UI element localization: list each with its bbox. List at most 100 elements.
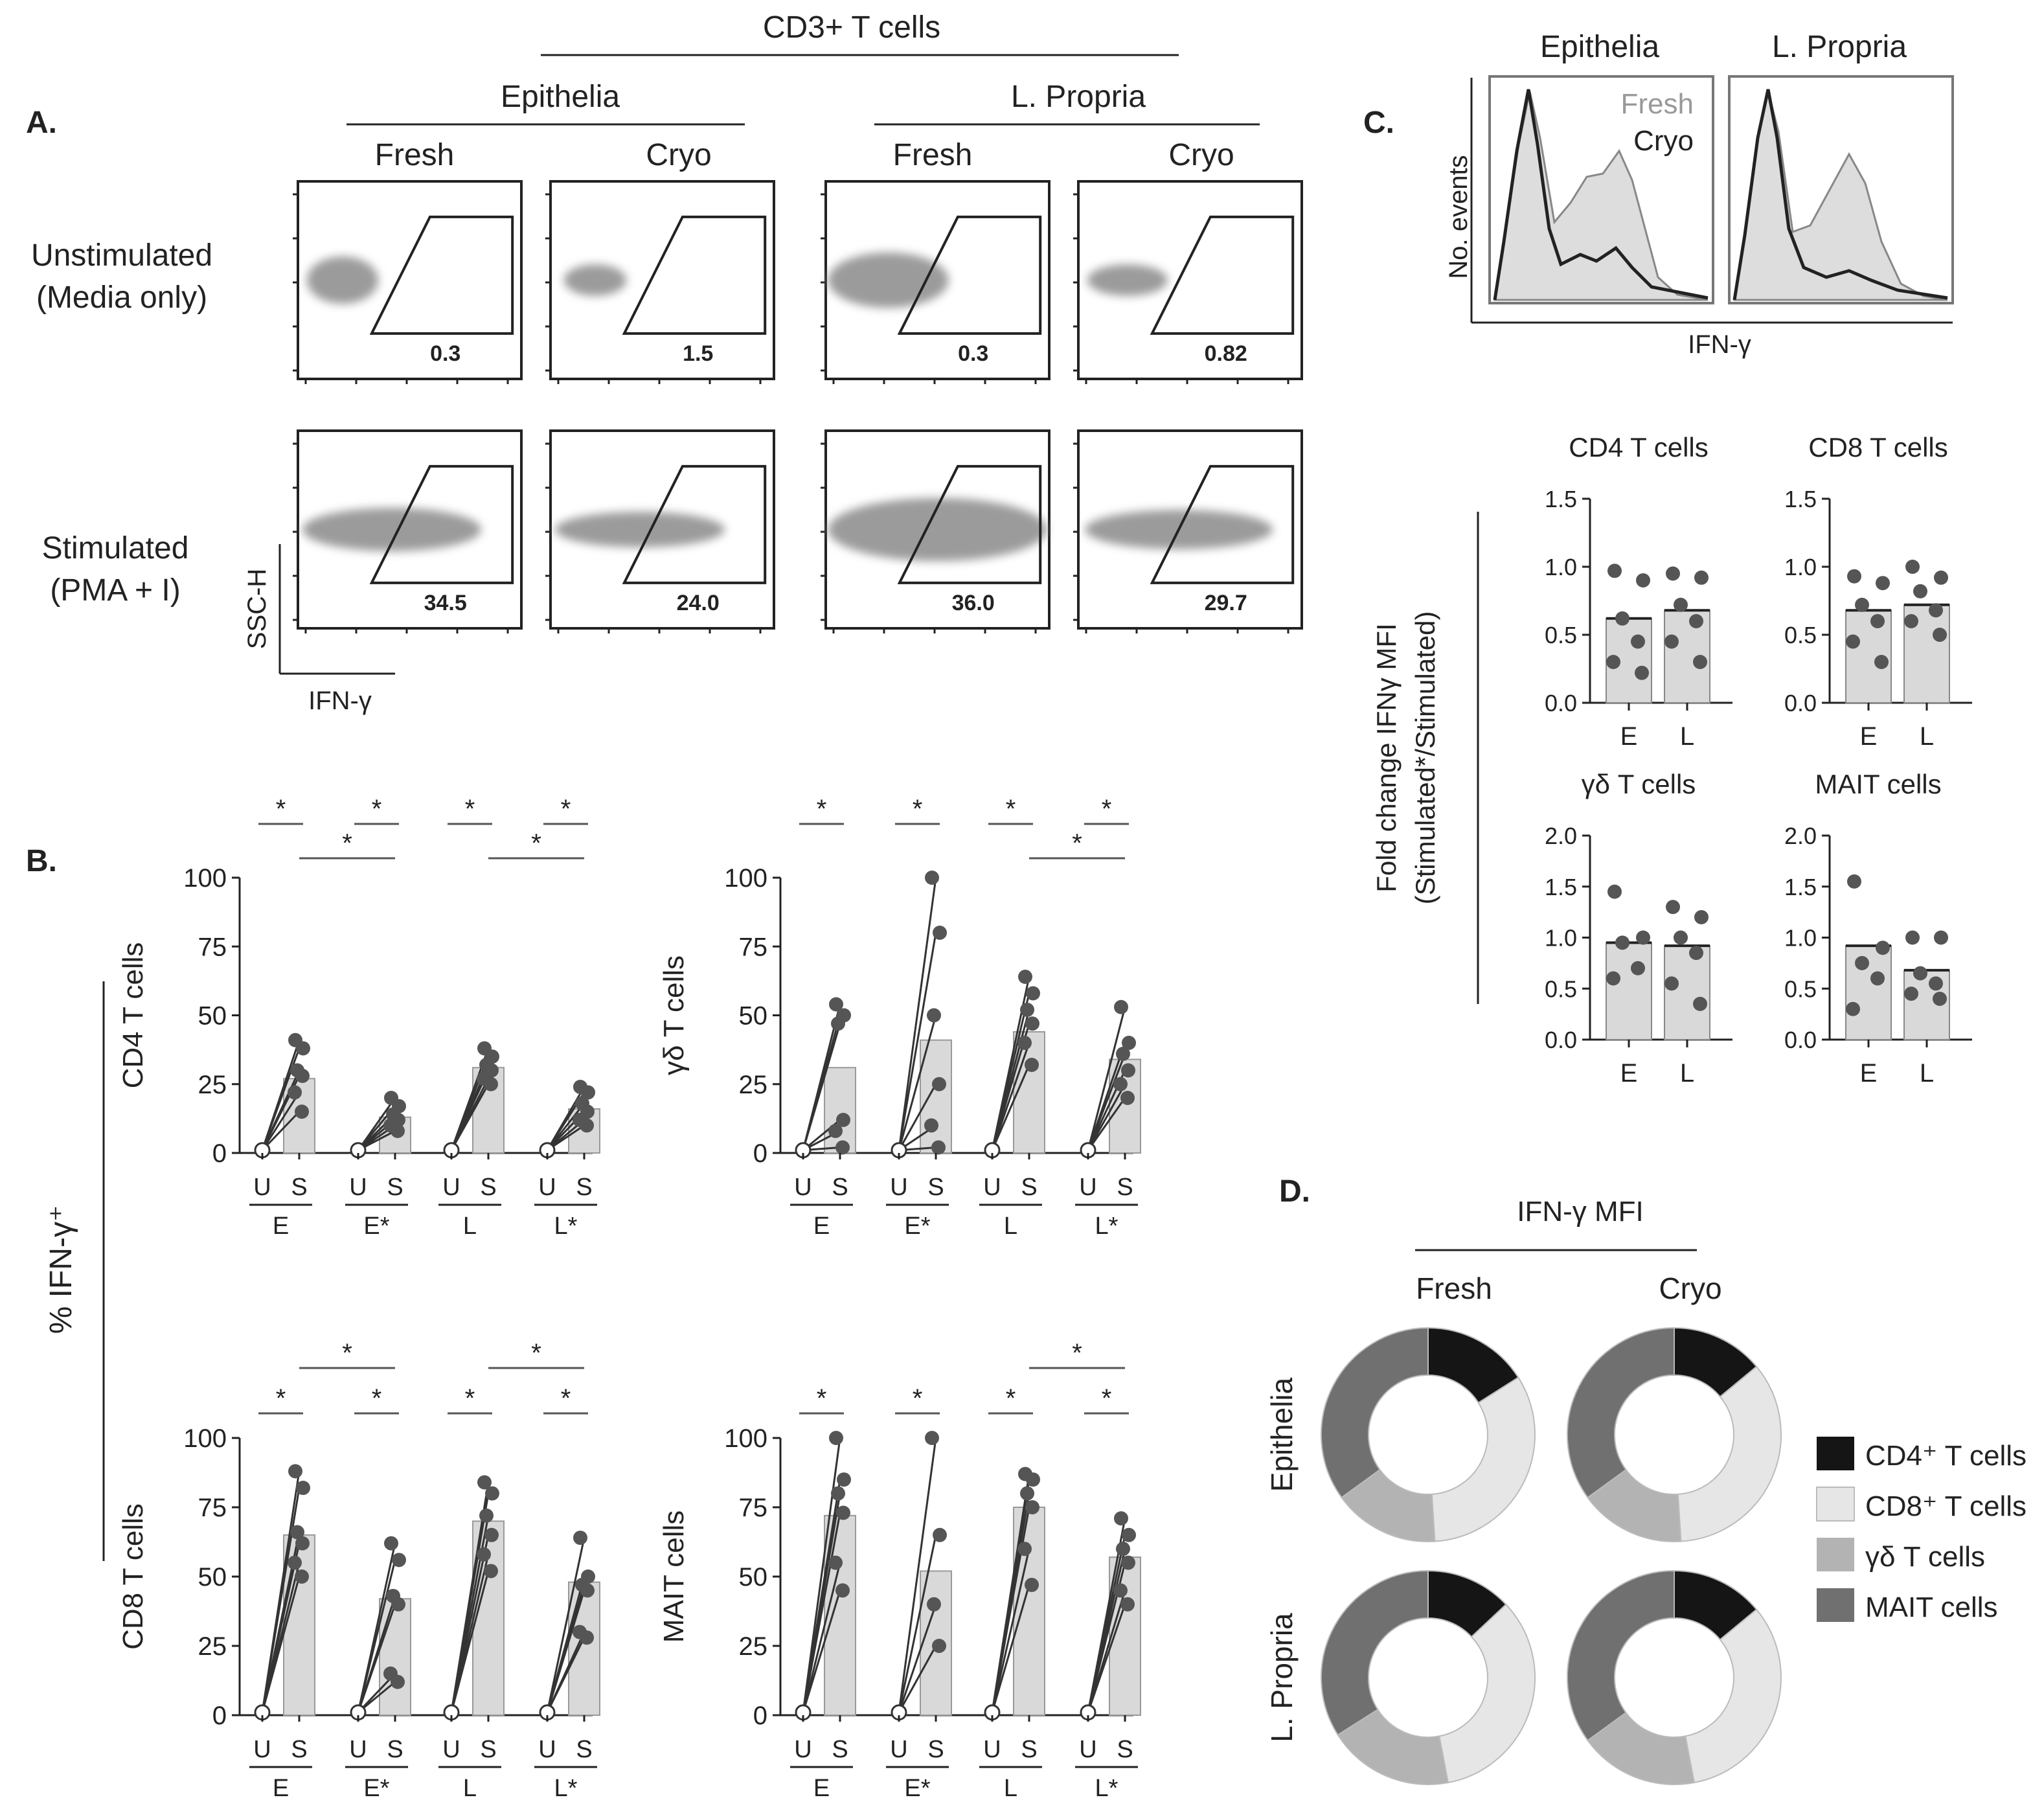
s-label: S bbox=[291, 1736, 307, 1763]
fold-y-tick-label: 0.5 bbox=[1545, 622, 1577, 648]
stim-y-tick-label: 0 bbox=[753, 1139, 767, 1168]
sig-star: * bbox=[276, 1384, 286, 1413]
fold-change-charts: CD4 T cells 0.0 0.5 1.0 1.5 E L CD8 T cells 0.0 0… bbox=[1545, 432, 1972, 1088]
stim-point bbox=[1113, 1583, 1128, 1598]
fold-point bbox=[1934, 570, 1948, 585]
histogram-pair bbox=[1470, 75, 1954, 324]
s-label: S bbox=[291, 1174, 307, 1201]
pair-line bbox=[802, 1023, 841, 1151]
s-label: S bbox=[832, 1174, 848, 1201]
fold-point bbox=[1855, 597, 1869, 612]
pair-line bbox=[546, 1537, 585, 1713]
pair-line bbox=[261, 1091, 301, 1151]
group-lpropria: L. Propria bbox=[1011, 80, 1146, 114]
donut-slice-cd8 bbox=[1431, 1376, 1536, 1542]
fold-point bbox=[1689, 614, 1703, 628]
flow-plot: 0.82 bbox=[1073, 180, 1303, 384]
fold-bar bbox=[1664, 945, 1710, 1040]
s-label: S bbox=[1021, 1174, 1037, 1201]
stim-y-tick-label: 0 bbox=[212, 1139, 227, 1168]
legend-swatch-gd bbox=[1817, 1538, 1854, 1571]
stim-y-tick-label: 25 bbox=[739, 1632, 768, 1661]
stim-y-tick-label: 75 bbox=[198, 1494, 227, 1522]
fold-y-tick-label: 0.5 bbox=[1784, 622, 1817, 648]
fold-y-tick-label: 1.0 bbox=[1545, 925, 1577, 952]
sig-star: * bbox=[817, 795, 827, 823]
flow-plot: 0.3 bbox=[293, 180, 523, 384]
s-label: S bbox=[387, 1736, 403, 1763]
fold-ylabel-2: (Stimulated*/Stimulated) bbox=[1410, 611, 1440, 905]
stim-point bbox=[295, 1536, 310, 1551]
stim-point bbox=[1017, 1542, 1032, 1556]
pair-line bbox=[546, 1637, 585, 1713]
legend-swatch-cd4 bbox=[1817, 1437, 1854, 1470]
stim-y-tick-label: 100 bbox=[183, 864, 227, 893]
pair-line bbox=[802, 1437, 841, 1713]
fold-y-tick-label: 1.0 bbox=[1545, 554, 1577, 580]
fold-x-label: E bbox=[1620, 1059, 1638, 1088]
stim-point bbox=[296, 1481, 310, 1496]
stim-point bbox=[924, 1118, 938, 1133]
legend-cd8: CD8⁺ T cells bbox=[1865, 1490, 2027, 1522]
stim-point bbox=[573, 1531, 587, 1545]
fold-point bbox=[1870, 971, 1885, 986]
stim-point bbox=[580, 1583, 595, 1598]
gate-percentage: 29.7 bbox=[1205, 591, 1247, 615]
fold-point bbox=[1636, 573, 1650, 587]
pair-line bbox=[802, 1562, 841, 1713]
pair-line bbox=[991, 1064, 1030, 1151]
gate-percentage: 0.3 bbox=[958, 341, 988, 366]
pair-line bbox=[991, 1042, 1030, 1151]
stim-point bbox=[1025, 1016, 1039, 1031]
stim-y-label: CD8 T cells bbox=[117, 1503, 149, 1650]
stim-point bbox=[1116, 1047, 1130, 1061]
hist-title-epithelia: Epithelia bbox=[1540, 30, 1659, 64]
donut-chart bbox=[1567, 1569, 1782, 1786]
fold-x-label: E bbox=[1860, 1059, 1878, 1088]
fold-point bbox=[1855, 955, 1869, 970]
percent-ifng-label: % IFN-γ⁺ bbox=[44, 1205, 78, 1334]
legend-swatch-cd8 bbox=[1816, 1487, 1855, 1522]
flow-gate bbox=[622, 215, 767, 335]
u-label: U bbox=[1079, 1736, 1096, 1763]
fold-point bbox=[1876, 576, 1890, 591]
donut-legend: CD4⁺ T cells CD8⁺ T cells γδ T cells MAI… bbox=[1816, 1437, 2027, 1623]
col-fresh-epi: Fresh bbox=[375, 138, 455, 172]
stim-point bbox=[290, 1525, 304, 1540]
stim-point bbox=[836, 1113, 850, 1127]
gate-percentage: 36.0 bbox=[952, 591, 995, 615]
s-label: S bbox=[480, 1174, 496, 1201]
flow-y-axis-label: SSC-H bbox=[243, 569, 271, 649]
group-epithelia: Epithelia bbox=[501, 80, 620, 114]
flow-population bbox=[828, 497, 1047, 562]
flow-plot: 1.5 bbox=[545, 180, 775, 384]
s-label: S bbox=[927, 1736, 944, 1763]
stim-bar bbox=[568, 1581, 600, 1716]
flow-gate bbox=[369, 215, 514, 335]
stim-point bbox=[391, 1674, 405, 1689]
stim-point bbox=[485, 1486, 499, 1501]
group-label: E bbox=[813, 1213, 830, 1240]
fold-point bbox=[1693, 655, 1707, 669]
stim-point bbox=[1114, 1511, 1128, 1526]
fold-point bbox=[1847, 874, 1861, 889]
row-unstim-label: Unstimulated bbox=[31, 238, 212, 273]
stim-point bbox=[835, 1583, 850, 1598]
donut-slice-cd8 bbox=[1438, 1603, 1536, 1784]
fold-point bbox=[1905, 560, 1920, 574]
legend-cd4: CD4⁺ T cells bbox=[1865, 1440, 2027, 1472]
u-label: U bbox=[253, 1736, 271, 1763]
histogram-cryo bbox=[1493, 89, 1709, 301]
sig-star: * bbox=[561, 1384, 571, 1413]
fold-point bbox=[1689, 946, 1703, 961]
stim-point bbox=[1026, 1472, 1040, 1487]
fold-chart-title: CD8 T cells bbox=[1808, 432, 1948, 462]
stim-point bbox=[477, 1547, 491, 1562]
pair-line bbox=[450, 1084, 490, 1151]
pair-line bbox=[802, 1512, 841, 1713]
fold-point bbox=[1615, 611, 1630, 626]
fold-y-tick-label: 2.0 bbox=[1784, 823, 1817, 849]
u-label: U bbox=[442, 1174, 460, 1201]
u-label: U bbox=[1079, 1174, 1096, 1201]
